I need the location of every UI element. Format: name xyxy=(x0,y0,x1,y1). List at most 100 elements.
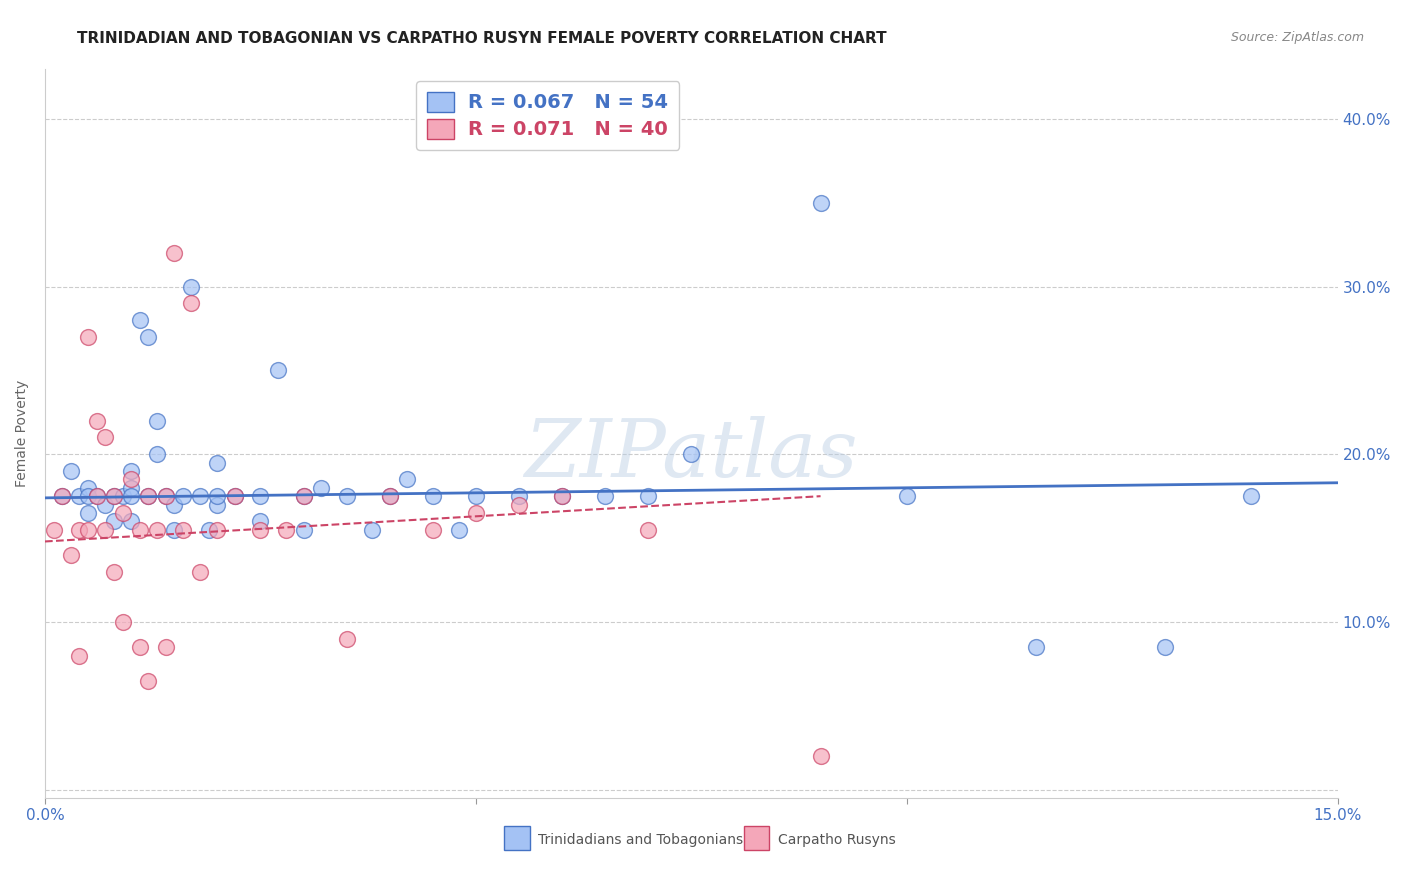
Point xyxy=(637,489,659,503)
Point xyxy=(508,498,530,512)
Point xyxy=(224,489,246,503)
Point xyxy=(292,489,315,503)
Point xyxy=(77,506,100,520)
Point xyxy=(86,414,108,428)
Point xyxy=(103,565,125,579)
Point xyxy=(224,489,246,503)
Text: TRINIDADIAN AND TOBAGONIAN VS CARPATHO RUSYN FEMALE POVERTY CORRELATION CHART: TRINIDADIAN AND TOBAGONIAN VS CARPATHO R… xyxy=(77,31,887,46)
Point xyxy=(163,523,186,537)
Text: Source: ZipAtlas.com: Source: ZipAtlas.com xyxy=(1230,31,1364,45)
Point xyxy=(395,472,418,486)
Point xyxy=(59,548,82,562)
Point xyxy=(120,514,142,528)
Point xyxy=(361,523,384,537)
Y-axis label: Female Poverty: Female Poverty xyxy=(15,380,30,487)
Point xyxy=(120,472,142,486)
Point xyxy=(77,481,100,495)
Point xyxy=(593,489,616,503)
Point xyxy=(464,506,486,520)
Point xyxy=(146,523,169,537)
Point xyxy=(207,456,229,470)
Point xyxy=(180,279,202,293)
Point xyxy=(138,489,160,503)
Point xyxy=(810,195,832,210)
Point xyxy=(103,514,125,528)
Point xyxy=(103,489,125,503)
Point xyxy=(207,523,229,537)
Point xyxy=(94,523,117,537)
Point xyxy=(155,489,177,503)
Point xyxy=(163,498,186,512)
Text: Carpatho Rusyns: Carpatho Rusyns xyxy=(778,833,896,847)
Point xyxy=(1154,640,1177,654)
Point xyxy=(77,523,100,537)
Point xyxy=(69,489,91,503)
Point xyxy=(422,523,444,537)
Point xyxy=(42,523,65,537)
Point xyxy=(51,489,73,503)
Point xyxy=(1240,489,1263,503)
Point xyxy=(276,523,298,537)
Point xyxy=(207,489,229,503)
Point xyxy=(111,506,134,520)
Point xyxy=(249,514,271,528)
Point xyxy=(1025,640,1047,654)
Point xyxy=(138,489,160,503)
Point xyxy=(188,565,211,579)
Point xyxy=(180,296,202,310)
Text: Trinidadians and Tobagonians: Trinidadians and Tobagonians xyxy=(538,833,744,847)
Point xyxy=(94,430,117,444)
Point xyxy=(155,640,177,654)
Point xyxy=(103,489,125,503)
Point xyxy=(111,615,134,629)
Point xyxy=(810,749,832,764)
Point xyxy=(188,489,211,503)
Point xyxy=(309,481,332,495)
Point xyxy=(378,489,401,503)
Text: ZIPatlas: ZIPatlas xyxy=(524,417,858,494)
Point xyxy=(447,523,470,537)
Point xyxy=(146,447,169,461)
Point xyxy=(637,523,659,537)
Point xyxy=(207,498,229,512)
Point xyxy=(292,523,315,537)
Point xyxy=(422,489,444,503)
Point xyxy=(266,363,288,377)
Point xyxy=(69,648,91,663)
Point xyxy=(94,498,117,512)
Point xyxy=(551,489,574,503)
Point xyxy=(292,489,315,503)
Point xyxy=(464,489,486,503)
Point xyxy=(86,489,108,503)
Point xyxy=(336,489,359,503)
Point xyxy=(59,464,82,478)
Point xyxy=(896,489,918,503)
Point xyxy=(138,330,160,344)
Point xyxy=(551,489,574,503)
Legend: R = 0.067   N = 54, R = 0.071   N = 40: R = 0.067 N = 54, R = 0.071 N = 40 xyxy=(416,81,679,150)
Point xyxy=(249,523,271,537)
Point xyxy=(69,523,91,537)
Point xyxy=(681,447,703,461)
Point xyxy=(77,489,100,503)
Point xyxy=(508,489,530,503)
Point xyxy=(336,632,359,646)
Point xyxy=(120,464,142,478)
Point xyxy=(77,330,100,344)
Point xyxy=(172,523,194,537)
Point xyxy=(155,489,177,503)
Point xyxy=(197,523,219,537)
Point xyxy=(120,489,142,503)
Point xyxy=(120,481,142,495)
Point xyxy=(128,313,150,327)
Point xyxy=(111,489,134,503)
Point xyxy=(128,640,150,654)
Point xyxy=(146,414,169,428)
Point xyxy=(249,489,271,503)
Point xyxy=(378,489,401,503)
Point xyxy=(172,489,194,503)
Point xyxy=(138,673,160,688)
Point xyxy=(128,523,150,537)
Point xyxy=(51,489,73,503)
Point xyxy=(163,246,186,260)
